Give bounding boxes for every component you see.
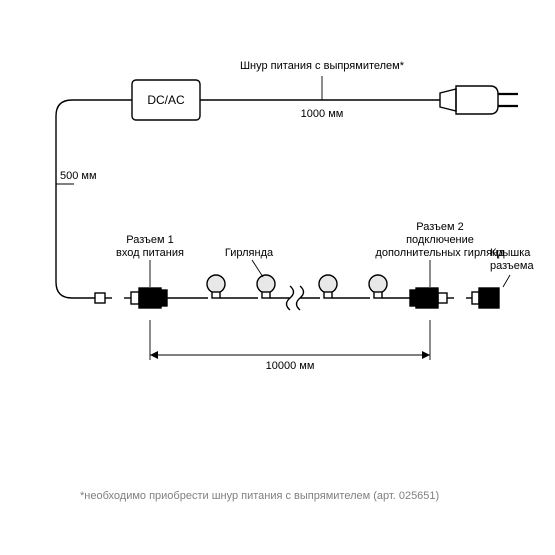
cap-sub: разъема [490,260,550,272]
connector2-sub1: подключение [360,234,520,246]
garland-label: Гирлянда [214,247,284,259]
connector2-title: Разъем 2 [360,221,520,233]
adapter-label: DC/AC [147,93,185,107]
power-cord-label: Шнур питания с выпрямителем* [230,60,414,72]
connector1-sub: вход питания [110,247,190,259]
main-length-label: 10000 мм [250,360,330,372]
drop-length-label: 500 мм [60,170,120,182]
footnote: *необходимо приобрести шнур питания с вы… [80,490,439,502]
connector1-title: Разъем 1 [110,234,190,246]
wiring-diagram: DC/AC [0,0,555,555]
cord-length-label: 1000 мм [292,108,352,120]
cap-title: Крышка [490,247,550,259]
